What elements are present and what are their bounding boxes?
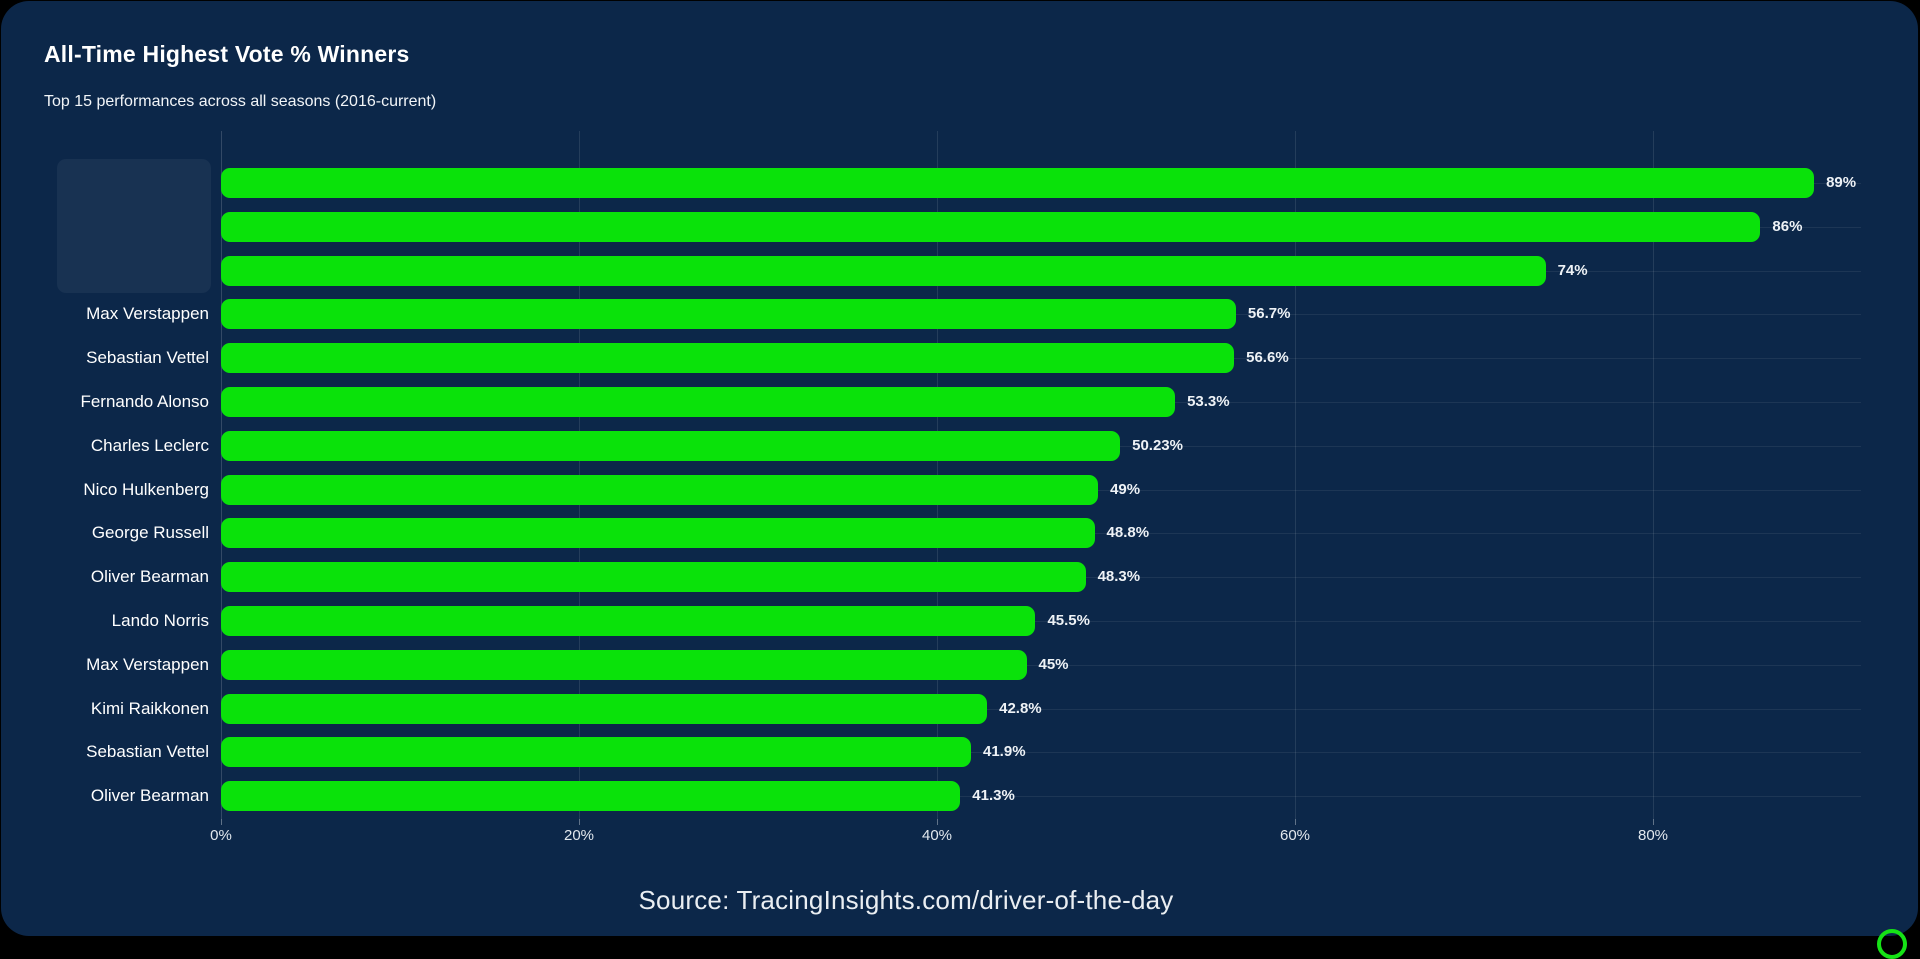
vote-bar xyxy=(221,737,971,768)
driver-name-label: Fernando Alonso xyxy=(80,391,209,411)
x-gridline xyxy=(1653,131,1654,819)
y-gridline xyxy=(221,664,1861,666)
chart-subtitle: Top 15 performances across all seasons (… xyxy=(44,93,437,110)
vote-value-label: 86% xyxy=(1772,217,1803,235)
vote-value-label: 41.9% xyxy=(983,743,1026,761)
hidden-names-overlay xyxy=(57,159,211,293)
vote-value-label: 56.6% xyxy=(1246,349,1289,367)
x-gridline xyxy=(1295,131,1296,819)
vote-value-label: 89% xyxy=(1826,173,1857,191)
vote-value-label: 48.8% xyxy=(1106,524,1150,542)
driver-name-label: Nico Hulkenberg xyxy=(83,479,209,499)
driver-name-label: George Russell xyxy=(91,523,209,543)
driver-name-label: Max Verstappen xyxy=(86,304,209,324)
vote-value-label: 50.23% xyxy=(1132,436,1183,454)
y-gridline xyxy=(221,708,1861,710)
vote-value-label: 42.8% xyxy=(999,699,1042,717)
x-tick-mark xyxy=(221,819,222,825)
vote-bar xyxy=(221,518,1095,549)
bar-chart: 0% 20% 40% 60% 80% 89% 86% 74% Max Verstappen 56.… xyxy=(1,1,1920,941)
x-gridline xyxy=(221,131,222,819)
chart-title: All-Time Highest Vote % Winners xyxy=(44,41,410,67)
x-tick-mark xyxy=(937,819,938,825)
vote-bar xyxy=(221,299,1236,330)
vote-bar xyxy=(221,781,961,812)
x-tick-mark xyxy=(1295,819,1296,825)
x-tick-mark xyxy=(579,819,580,825)
y-gridline xyxy=(221,752,1861,754)
driver-name-label: Sebastian Vettel xyxy=(86,742,209,762)
source-caption: Source: TracingInsights.com/driver-of-th… xyxy=(638,885,1174,915)
vote-bar xyxy=(221,430,1121,461)
vote-bar xyxy=(221,343,1235,374)
vote-bar xyxy=(221,167,1815,198)
driver-name-label: Max Verstappen xyxy=(86,654,209,674)
driver-name-label: Kimi Raikkonen xyxy=(90,698,209,718)
vote-value-label: 45% xyxy=(1038,655,1069,673)
driver-name-label: Oliver Bearman xyxy=(90,567,209,587)
vote-bar xyxy=(221,649,1027,680)
x-tick-label: 60% xyxy=(1279,827,1311,844)
ring-logo-icon xyxy=(1877,929,1907,959)
vote-value-label: 49% xyxy=(1110,480,1141,498)
driver-name-label: Charles Leclerc xyxy=(90,435,209,455)
y-gridline xyxy=(221,620,1861,622)
y-gridline xyxy=(221,796,1861,798)
vote-bar xyxy=(221,386,1176,417)
vote-bar xyxy=(221,255,1546,286)
driver-name-label: Sebastian Vettel xyxy=(86,348,209,368)
x-tick-label: 0% xyxy=(210,827,232,844)
vote-value-label: 41.3% xyxy=(972,787,1015,805)
vote-bar xyxy=(221,693,988,724)
driver-name-label: Lando Norris xyxy=(111,610,209,630)
vote-value-label: 74% xyxy=(1557,261,1588,279)
vote-value-label: 45.5% xyxy=(1047,611,1090,629)
vote-value-label: 56.7% xyxy=(1247,305,1291,323)
driver-name-label: Oliver Bearman xyxy=(90,786,209,806)
vote-bar xyxy=(221,474,1099,505)
vote-bar xyxy=(221,562,1086,593)
vote-bar xyxy=(221,605,1036,636)
x-tick-mark xyxy=(1653,819,1654,825)
vote-value-label: 53.3% xyxy=(1187,392,1230,410)
vote-value-label: 48.3% xyxy=(1097,568,1141,586)
x-tick-label: 40% xyxy=(921,827,953,844)
x-tick-label: 80% xyxy=(1637,827,1669,844)
chart-card: All-Time Highest Vote % Winners Top 15 p… xyxy=(1,1,1918,936)
vote-bar xyxy=(221,211,1761,242)
x-tick-label: 20% xyxy=(563,827,595,844)
